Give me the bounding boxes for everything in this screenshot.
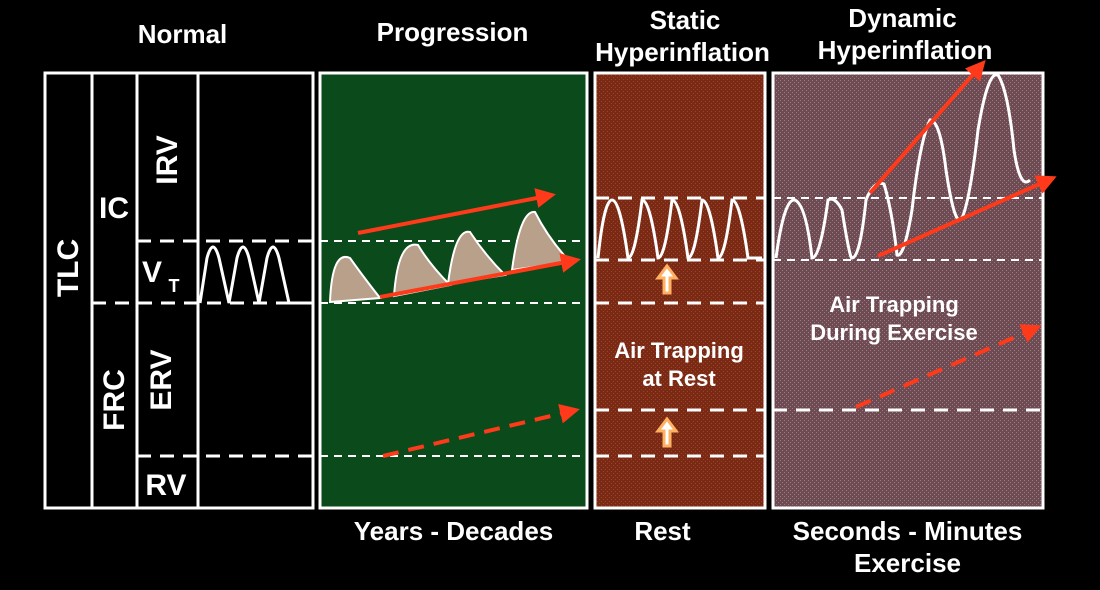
dynamic-tidal-waveform <box>774 73 1032 260</box>
label-irv: IRV <box>151 135 184 184</box>
header-dynamic-line2: Hyperinflation <box>817 35 993 65</box>
dynamic-annotation-line1: Air Trapping <box>829 292 959 317</box>
label-erv: ERV <box>145 349 178 410</box>
static-annotation-line2: at Rest <box>642 366 716 391</box>
progression-dashed-arrow <box>382 403 580 458</box>
header-progression: Progression <box>376 17 529 47</box>
progression-lower-arrow <box>379 253 581 299</box>
header-normal: Normal <box>137 19 228 49</box>
static-level-lines <box>595 196 765 458</box>
normal-panel <box>43 71 315 510</box>
static-panel <box>593 71 767 510</box>
label-vt-subscript: T <box>169 276 180 296</box>
normal-level-lines <box>92 239 313 458</box>
footer-dynamic-line1: Seconds - Minutes <box>792 516 1023 546</box>
label-tlc: TLC <box>52 239 85 297</box>
progression-upper-arrow <box>357 188 556 235</box>
dynamic-dashed-arrow <box>855 324 1042 409</box>
header-static-line2: Hyperinflation <box>595 37 770 67</box>
header-static-line1: Static <box>649 5 721 35</box>
footer-progression: Years - Decades <box>353 516 554 546</box>
dynamic-lower-arrow <box>877 175 1057 258</box>
label-rv: RV <box>145 469 186 502</box>
static-tidal-waveform <box>596 198 762 260</box>
dynamic-upper-arrow <box>868 59 986 195</box>
dynamic-panel <box>771 71 1045 510</box>
static-up-arrows <box>655 263 679 448</box>
label-ic: IC <box>99 192 129 225</box>
label-frc: FRC <box>98 369 131 431</box>
footer-static: Rest <box>634 516 691 546</box>
label-vt: V <box>142 256 162 289</box>
progression-tidal-loops <box>328 211 573 304</box>
header-dynamic-line1: Dynamic <box>848 3 957 33</box>
dynamic-level-lines <box>773 197 1043 261</box>
normal-tidal-waveform <box>198 245 300 305</box>
progression-level-lines <box>320 240 587 457</box>
footer-dynamic-line2: Exercise <box>854 548 961 578</box>
dynamic-annotation-line2: During Exercise <box>810 320 978 345</box>
static-annotation-line1: Air Trapping <box>614 338 744 363</box>
